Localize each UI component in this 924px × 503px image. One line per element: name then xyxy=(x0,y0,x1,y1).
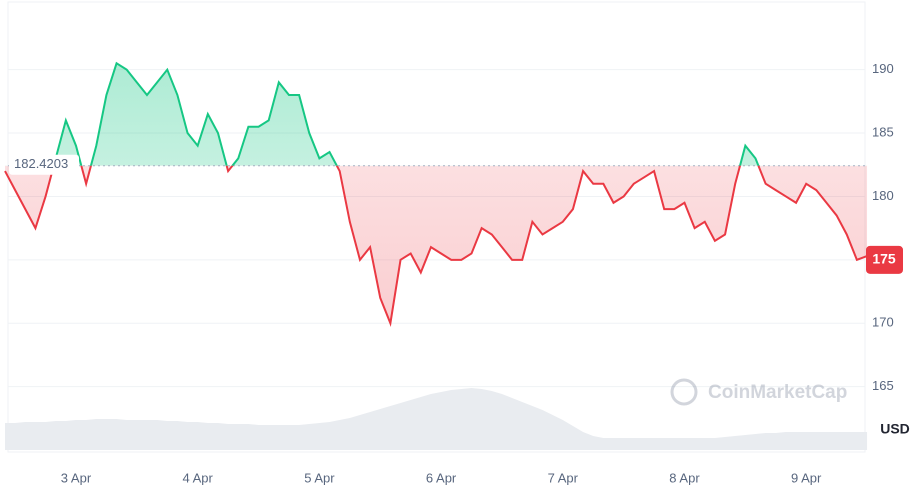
volume-area xyxy=(5,388,868,450)
current-price-badge xyxy=(866,245,903,274)
area-up xyxy=(5,63,868,166)
watermark-text: CoinMarketCap xyxy=(708,382,847,403)
x-tick-label: 9 Apr xyxy=(791,470,822,485)
x-tick-label: 8 Apr xyxy=(669,470,700,485)
baseline-label: 182.4203 xyxy=(14,156,68,171)
y-tick-label: 165 xyxy=(872,378,894,393)
y-tick-label: 185 xyxy=(872,124,894,139)
watermark: CoinMarketCap xyxy=(670,378,847,406)
baseline-label-bg xyxy=(9,154,79,175)
currency: USD xyxy=(880,421,910,437)
x-tick-label: 3 Apr xyxy=(61,470,92,485)
area-down xyxy=(5,165,868,324)
y-tick-label: 170 xyxy=(872,315,894,330)
x-tick-label: 7 Apr xyxy=(548,470,579,485)
line-up xyxy=(52,61,760,166)
current-price-label: 175 xyxy=(872,251,896,267)
x-tick-label: 4 Apr xyxy=(183,470,214,485)
y-tick-label: 190 xyxy=(872,61,894,76)
x-tick-label: 5 Apr xyxy=(304,470,335,485)
watermark-logo xyxy=(670,378,698,406)
line-down xyxy=(4,165,868,327)
x-tick-label: 6 Apr xyxy=(426,470,457,485)
y-tick-label: 180 xyxy=(872,188,894,203)
